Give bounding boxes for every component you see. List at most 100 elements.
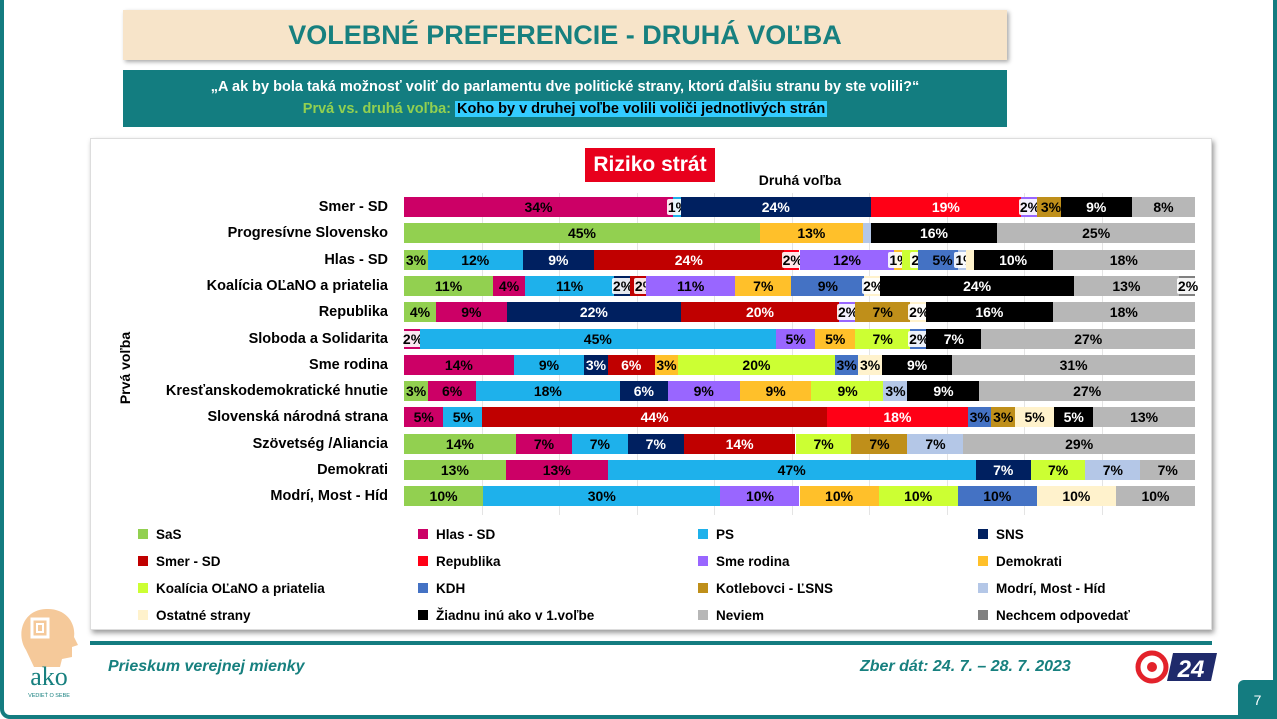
bar-value-label: 2%	[862, 277, 885, 294]
bar-segment	[443, 407, 483, 428]
bar-segment	[775, 328, 816, 349]
bar-segment	[1036, 486, 1116, 507]
legend-item: SaS	[138, 526, 182, 542]
row-label: Szövetség /Aliancia	[252, 435, 388, 452]
bar-value-label: 7%	[1047, 462, 1069, 478]
legend-label: Republika	[436, 553, 501, 569]
bar-value-label: 7%	[869, 435, 890, 452]
bar-value-label: 3%	[885, 383, 906, 400]
gridline	[791, 193, 793, 515]
x-axis-label: Druhá voľba	[758, 172, 842, 188]
row-label: Smer - SD	[318, 199, 388, 215]
bar-value-label: 7%	[943, 330, 964, 347]
footer-divider	[90, 641, 1212, 645]
legend-label: Smer - SD	[156, 553, 221, 569]
bar-segment	[404, 223, 760, 244]
bar-value-label: 19%	[931, 199, 960, 215]
footer-date: Zber dát: 24. 7. – 28. 7. 2023	[860, 658, 1071, 675]
bar-segment	[404, 381, 428, 402]
bar-value-label: 3%	[859, 356, 881, 373]
bar-value-label: 3%	[1040, 199, 1062, 215]
bar-value-label: 2%	[908, 304, 931, 321]
legend-label: PS	[716, 526, 735, 542]
bar-value-label: 13%	[440, 462, 469, 478]
bar-value-label: 10%	[429, 488, 458, 505]
bar-segment	[593, 249, 784, 270]
bar-segment	[607, 354, 655, 375]
bar-segment	[870, 197, 1021, 217]
legend-label: SaS	[156, 526, 182, 542]
row-label: Progresívne Slovensko	[227, 225, 388, 242]
bar-value-label: 6%	[633, 383, 654, 400]
bar-value-label: 2%	[401, 330, 425, 347]
legend-swatch	[698, 610, 708, 620]
bar-segment	[907, 433, 964, 454]
bar-value-label: 2%	[781, 251, 804, 268]
bar-segment	[404, 302, 436, 323]
bar-segment	[404, 249, 428, 270]
bar-segment	[427, 381, 476, 402]
legend-item: Koalícia OĽaNO a priatelia	[138, 580, 325, 596]
legend-item: Republika	[418, 553, 501, 569]
bar-segment	[991, 407, 1015, 428]
bar-segment	[419, 328, 776, 349]
legend-label: SNS	[996, 526, 1024, 542]
bar-value-label: 20%	[742, 356, 771, 373]
row-label: Sme rodina	[309, 356, 388, 373]
bar-value-label: 13%	[797, 225, 826, 242]
bar-segment	[525, 275, 614, 296]
bar-value-label: 9%	[765, 383, 786, 400]
bar-value-label: 18%	[1109, 304, 1138, 321]
bar-segment	[870, 223, 998, 244]
bar-segment	[858, 354, 882, 375]
bar-segment	[1140, 460, 1195, 480]
bar-value-label: 11%	[555, 277, 584, 294]
row-label: Demokrati	[317, 462, 388, 478]
bar-segment	[811, 381, 884, 402]
page-number: 7	[1238, 680, 1277, 719]
bar-segment	[967, 407, 992, 428]
bar-value-label: 16%	[975, 304, 1004, 321]
bar-value-label: 13%	[1112, 277, 1141, 294]
row-label: Hlas - SD	[324, 251, 388, 268]
bar-value-label: 14%	[444, 356, 473, 373]
legend-swatch	[698, 556, 708, 566]
bar-segment	[815, 328, 855, 349]
bar-value-label: 5%	[1024, 409, 1045, 426]
legend-item: Hlas - SD	[418, 526, 495, 542]
row-label: Koalícia OĽaNO a priatelia	[206, 277, 388, 294]
bar-value-label: 9%	[461, 304, 482, 321]
bar-segment	[680, 302, 840, 323]
gridline	[714, 193, 716, 515]
bar-value-label: 24%	[674, 251, 703, 268]
bar-value-label: 2%	[611, 277, 635, 294]
bar-segment	[907, 381, 980, 402]
bar-value-label: 4%	[409, 304, 431, 321]
row-label: Sloboda a Solidarita	[248, 330, 388, 347]
bar-segment	[881, 354, 953, 375]
bar-value-label: 18%	[1109, 251, 1138, 268]
bar-value-label: 2%	[1176, 277, 1200, 294]
bar-segment	[404, 197, 673, 217]
bar-segment	[957, 486, 1037, 507]
bar-value-label: 29%	[1065, 435, 1094, 452]
subtitle-line: Prvá vs. druhá voľba: Koho by v druhej v…	[123, 98, 1007, 120]
bar-value-label: 7%	[872, 330, 893, 347]
footer-survey: Prieskum verejnej mienky	[108, 658, 305, 675]
bar-segment	[435, 302, 507, 323]
bar-value-label: 10%	[825, 488, 854, 505]
bar-segment	[963, 433, 1195, 454]
bar-segment	[981, 328, 1195, 349]
bar-value-label: 5%	[1063, 409, 1084, 426]
bar-segment	[1085, 460, 1141, 480]
bar-segment	[515, 433, 572, 454]
bar-segment	[404, 354, 514, 375]
bar-value-label: 11%	[677, 277, 705, 294]
bar-segment	[506, 302, 681, 323]
bar-value-label: 9%	[817, 277, 838, 294]
bar-segment	[883, 381, 908, 402]
bar-segment	[854, 328, 911, 349]
bar-value-label: 24%	[761, 199, 790, 215]
bar-value-label: 30%	[587, 488, 616, 505]
